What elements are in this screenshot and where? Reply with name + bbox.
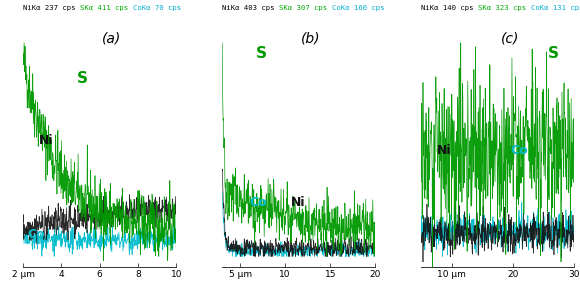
Text: CoKα 131 cps: CoKα 131 cps bbox=[531, 5, 580, 11]
Text: (b): (b) bbox=[301, 31, 321, 45]
Text: Co: Co bbox=[250, 196, 267, 209]
Text: Ni: Ni bbox=[436, 144, 451, 157]
Text: SKα 411 cps: SKα 411 cps bbox=[80, 5, 133, 11]
Text: (a): (a) bbox=[102, 31, 122, 45]
Text: Ni: Ni bbox=[38, 134, 53, 147]
Text: S: S bbox=[77, 71, 88, 86]
Text: SKα 307 cps: SKα 307 cps bbox=[279, 5, 332, 11]
Text: Co: Co bbox=[28, 227, 45, 241]
Text: NiKα 140 cps: NiKα 140 cps bbox=[421, 5, 478, 11]
Text: CoKα 70 cps: CoKα 70 cps bbox=[133, 5, 181, 11]
Text: NiKα 403 cps: NiKα 403 cps bbox=[222, 5, 279, 11]
Text: SKα 323 cps: SKα 323 cps bbox=[478, 5, 531, 11]
Text: S: S bbox=[256, 46, 267, 61]
Text: Co: Co bbox=[510, 144, 528, 157]
Text: (c): (c) bbox=[501, 31, 519, 45]
Text: Ni: Ni bbox=[291, 196, 306, 209]
Text: NiKα 237 cps: NiKα 237 cps bbox=[23, 5, 80, 11]
Text: S: S bbox=[548, 46, 559, 61]
Text: CoKα 160 cps: CoKα 160 cps bbox=[332, 5, 384, 11]
